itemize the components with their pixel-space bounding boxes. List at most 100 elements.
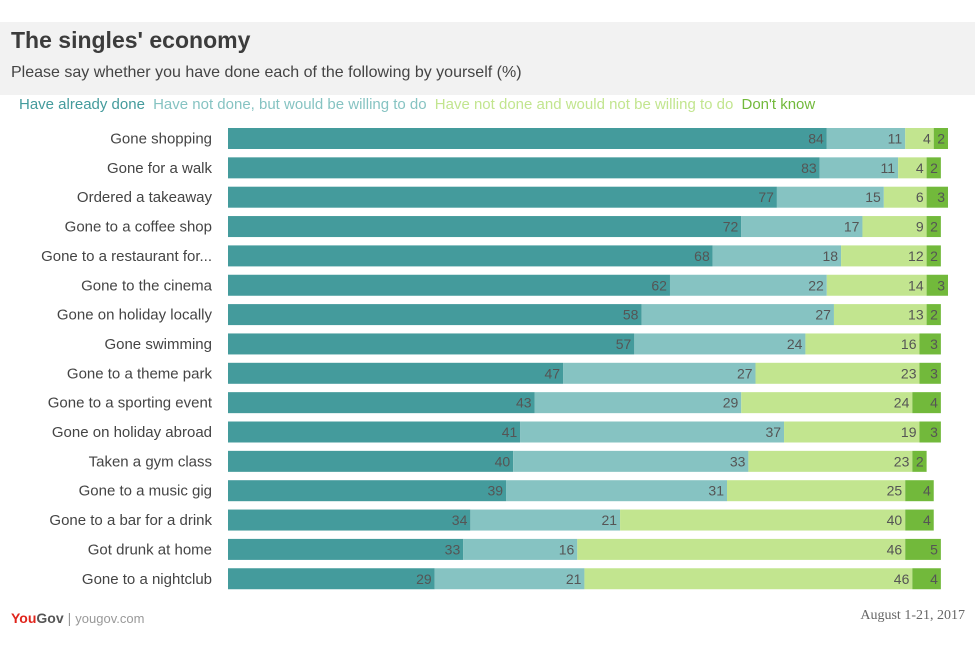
category-label: Gone to a music gig [79,483,212,500]
value-label: 29 [416,571,432,587]
value-label: 4 [923,131,931,147]
value-label: 14 [908,277,924,293]
legend-item-dont-know: Don't know [741,96,816,113]
chart-subtitle: Please say whether you have done each of… [11,64,522,81]
category-label: Got drunk at home [88,541,212,558]
bar-segment-not-willing [748,450,913,472]
bar-segment-done [228,392,535,414]
bar-segment-dont-know [912,568,941,590]
bar-segment-not-willing [577,538,906,560]
legend-item-not-willing: Have not done and would not be willing t… [434,96,734,113]
category-label: Gone on holiday locally [57,307,213,324]
bar-segment-willing [819,157,899,179]
bar-segment-not-willing [741,392,913,414]
bar-segment-done [228,157,820,179]
value-label: 72 [723,219,739,235]
value-label: 3 [930,424,938,440]
category-label: Gone shopping [110,131,212,148]
value-label: 4 [916,160,924,176]
yougov-logo: YouGov | yougov.com [11,610,144,626]
bar-segment-dont-know [926,304,941,326]
bar-segment-dont-know [905,480,934,502]
category-label: Gone to a nightclub [82,571,212,588]
bar-segment-done [228,421,521,443]
value-label: 34 [452,512,468,528]
value-label: 4 [930,571,938,587]
value-label: 2 [916,453,924,469]
value-label: 39 [487,483,503,499]
bar-segment-done [228,450,514,472]
value-label: 17 [844,219,860,235]
bar-segment-done [228,186,777,208]
value-label: 11 [888,131,903,147]
logo-you-text: You [11,610,37,626]
bar-segment-willing [534,392,742,414]
bar-segment-not-willing [805,333,920,355]
bar-segment-not-willing [883,186,927,208]
value-label: 31 [708,483,724,499]
value-label: 41 [502,424,518,440]
bar-segment-willing [712,245,842,267]
value-label: 68 [694,248,710,264]
bar-segment-not-willing [841,245,927,267]
chart-title: The singles' economy [11,27,251,53]
bar-segment-done [228,128,827,149]
bar-segment-not-willing [826,274,927,296]
value-label: 13 [908,307,924,323]
bar-segment-dont-know [919,421,941,443]
value-label: 2 [930,248,938,264]
value-label: 18 [822,248,838,264]
logo-gov-text: Gov [36,610,64,626]
category-label: Gone to a restaurant for... [41,248,212,265]
bar-segment-done [228,274,670,296]
bar-segment-willing [641,304,834,326]
bar-segment-dont-know [912,392,941,414]
bar-segment-dont-know [905,509,934,531]
value-label: 11 [881,160,896,176]
bar-segment-not-willing [755,362,920,384]
value-label: 2 [930,219,938,235]
bar-segment-dont-know [905,538,941,560]
value-label: 4 [923,512,931,528]
value-label: 40 [887,512,903,528]
category-label: Gone to a sporting event [48,395,213,412]
value-label: 4 [930,395,938,411]
value-label: 3 [937,189,945,205]
footer-url: yougov.com [75,611,145,626]
bar-segment-dont-know [926,245,941,267]
value-label: 23 [894,453,910,469]
header-band [0,22,975,95]
category-label: Gone to the cinema [81,277,213,294]
value-label: 19 [901,424,917,440]
value-label: 9 [916,219,924,235]
value-label: 2 [930,160,938,176]
value-label: 57 [616,336,632,352]
value-label: 27 [815,307,831,323]
value-label: 6 [916,189,924,205]
bar-segment-done [228,480,507,502]
bar-segment-willing [470,509,621,531]
bar-segment-done [228,362,564,384]
bar-segment-done [228,568,435,590]
bar-segment-done [228,509,471,531]
value-label: 5 [930,541,938,557]
bar-segment-willing [826,128,906,149]
bar-segment-willing [520,421,785,443]
value-label: 33 [730,453,746,469]
bar-segment-willing [634,333,806,355]
bar-segment-not-willing [898,157,927,179]
bar-segment-done [228,245,713,267]
bar-segment-done [228,538,464,560]
value-label: 29 [723,395,739,411]
bar-segment-willing [434,568,585,590]
value-label: 21 [566,571,582,587]
value-label: 15 [865,189,881,205]
category-label: Gone on holiday abroad [52,424,212,441]
bar-segment-not-willing [584,568,913,590]
bar-segment-willing [463,538,578,560]
legend-item-willing: Have not done, but would be willing to d… [153,96,427,113]
category-label: Taken a gym class [89,453,212,470]
value-label: 2 [930,307,938,323]
value-label: 25 [887,483,903,499]
